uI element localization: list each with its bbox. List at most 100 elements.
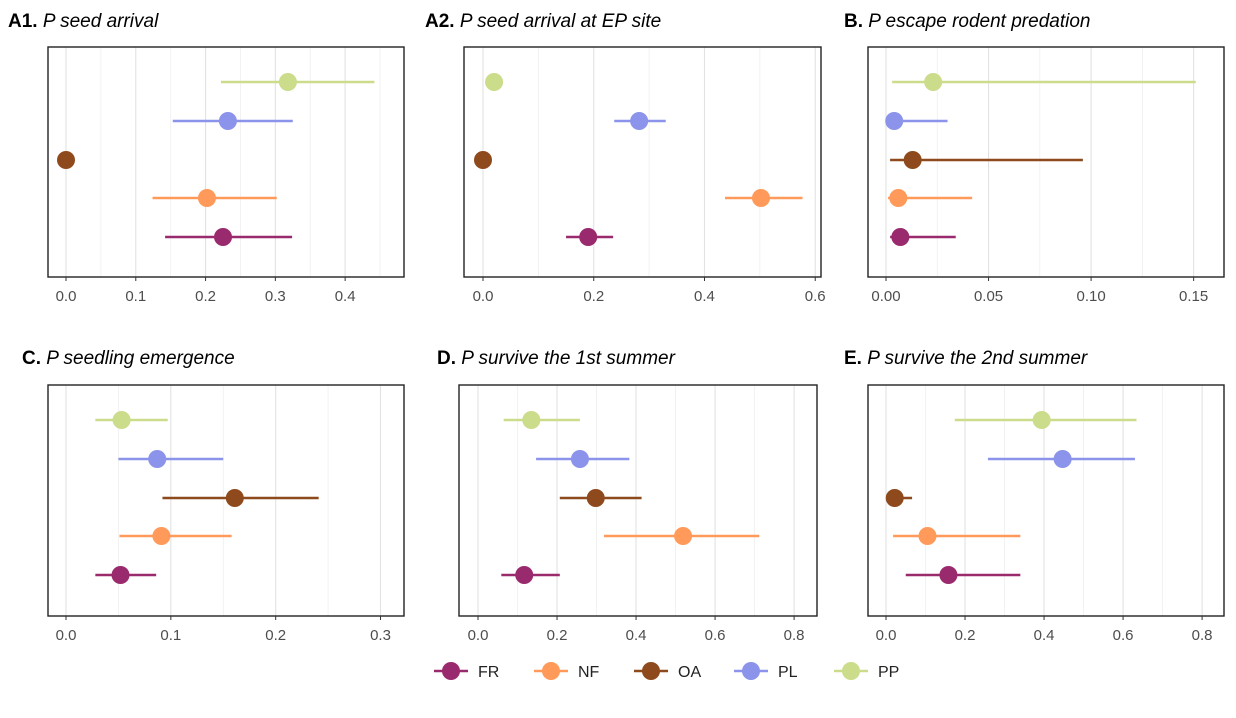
legend-label: PP: [878, 664, 899, 681]
x-tick-label: 0.6: [705, 627, 726, 644]
point-pp: [112, 411, 131, 429]
x-tick-label: 0.15: [1179, 288, 1208, 305]
point-pp: [924, 73, 943, 91]
x-tick-label: 0.6: [1113, 627, 1134, 644]
panel-border: [458, 384, 818, 617]
legend-label: FR: [478, 664, 499, 681]
point-pl: [218, 112, 237, 130]
legend-item-pp: PP: [834, 662, 899, 681]
point-fr: [891, 228, 910, 246]
panel-title: B. P escape rodent predation: [844, 11, 1090, 32]
panel-2: A2. P seed arrival at EP site 0.0 0.2 0.4 0.…: [425, 11, 826, 305]
panel-label: C.: [22, 348, 46, 369]
point-fr: [579, 228, 598, 246]
point-pp: [1032, 411, 1051, 429]
panel-6: E. P survive the 2nd summer 0.0 0.2 0.4 0.6 0…: [844, 348, 1225, 644]
point-oa: [57, 151, 75, 169]
x-tick-label: 0.2: [583, 288, 604, 305]
x-tick-label: 0.00: [871, 288, 900, 305]
panel-title-text: P seed arrival at EP site: [460, 11, 661, 32]
x-tick-label: 0.1: [160, 627, 181, 644]
x-tick-label: 0.3: [265, 288, 286, 305]
panel-label: A1.: [8, 11, 43, 32]
x-tick-label: 0.05: [974, 288, 1003, 305]
x-tick-label: 0.4: [335, 288, 356, 305]
x-tick-label: 0.2: [955, 627, 976, 644]
point-oa: [903, 151, 922, 169]
x-tick-label: 0.10: [1076, 288, 1105, 305]
panel-border: [867, 384, 1225, 617]
point-nf: [751, 189, 770, 207]
point-pp: [522, 411, 541, 429]
panel-title-text: P survive the 1st summer: [461, 348, 675, 369]
legend-key-point: [742, 662, 760, 680]
panel-title: A2. P seed arrival at EP site: [425, 11, 661, 32]
panel-label: E.: [844, 348, 867, 369]
point-pl: [1053, 450, 1072, 468]
panel-title: A1. P seed arrival: [8, 11, 159, 32]
panel-title: E. P survive the 2nd summer: [844, 348, 1088, 369]
x-tick-label: 0.4: [626, 627, 647, 644]
legend-label: OA: [678, 664, 701, 681]
x-tick-label: 0.4: [1034, 627, 1055, 644]
legend-item-pl: PL: [734, 662, 798, 681]
point-pl: [885, 112, 904, 130]
point-oa: [586, 489, 605, 507]
panel-4: C. P seedling emergence 0.0 0.1 0.2 0.3: [22, 348, 405, 644]
point-oa: [885, 489, 904, 507]
x-tick-label: 0.2: [547, 627, 568, 644]
panel-title-text: P seedling emergence: [46, 348, 234, 369]
x-tick-label: 0.0: [876, 627, 897, 644]
point-nf: [152, 527, 171, 545]
panel-title: C. P seedling emergence: [22, 348, 235, 369]
legend-key-point: [542, 662, 560, 680]
x-tick-label: 0.0: [56, 627, 77, 644]
x-tick-label: 0.2: [265, 627, 286, 644]
panel-border: [463, 46, 822, 278]
x-tick-label: 0.6: [805, 288, 826, 305]
panel-3: B. P escape rodent predation 0.00 0.05 0.10…: [844, 11, 1225, 305]
point-pl: [630, 112, 649, 130]
point-nf: [197, 189, 216, 207]
x-tick-label: 0.3: [370, 627, 391, 644]
x-tick-label: 0.8: [1192, 627, 1213, 644]
panel-title-text: P seed arrival: [43, 11, 159, 32]
panel-border: [47, 384, 405, 617]
legend-label: PL: [778, 664, 798, 681]
panel-title: D. P survive the 1st summer: [437, 348, 676, 369]
legend-key-point: [642, 662, 660, 680]
x-tick-label: 0.2: [195, 288, 216, 305]
legend-key-point: [442, 662, 460, 680]
panel-label: D.: [437, 348, 461, 369]
x-tick-label: 0.8: [784, 627, 805, 644]
panel-title-text: P survive the 2nd summer: [867, 348, 1088, 369]
point-fr: [111, 566, 130, 584]
point-oa: [225, 489, 244, 507]
point-pl: [570, 450, 589, 468]
panel-1: A1. P seed arrival 0.0 0.1 0.2 0.3 0.4: [8, 11, 405, 305]
x-tick-label: 0.0: [468, 627, 489, 644]
legend-item-oa: OA: [634, 662, 701, 681]
point-fr: [939, 566, 958, 584]
point-oa: [474, 151, 492, 169]
point-fr: [515, 566, 534, 584]
panel-border: [47, 46, 405, 278]
x-tick-label: 0.0: [473, 288, 494, 305]
panel-title-text: P escape rodent predation: [868, 11, 1090, 32]
point-pp: [278, 73, 297, 91]
legend-key-point: [842, 662, 860, 680]
x-tick-label: 0.0: [56, 288, 77, 305]
point-nf: [889, 189, 908, 207]
panel-label: A2.: [425, 11, 460, 32]
point-pp: [485, 73, 504, 91]
panel-border: [867, 46, 1225, 278]
x-tick-label: 0.4: [694, 288, 715, 305]
point-pl: [148, 450, 167, 468]
point-nf: [918, 527, 937, 545]
x-tick-label: 0.1: [125, 288, 146, 305]
point-fr: [214, 228, 233, 246]
legend: FR NF OA PL PP: [434, 662, 899, 681]
legend-item-fr: FR: [434, 662, 499, 681]
